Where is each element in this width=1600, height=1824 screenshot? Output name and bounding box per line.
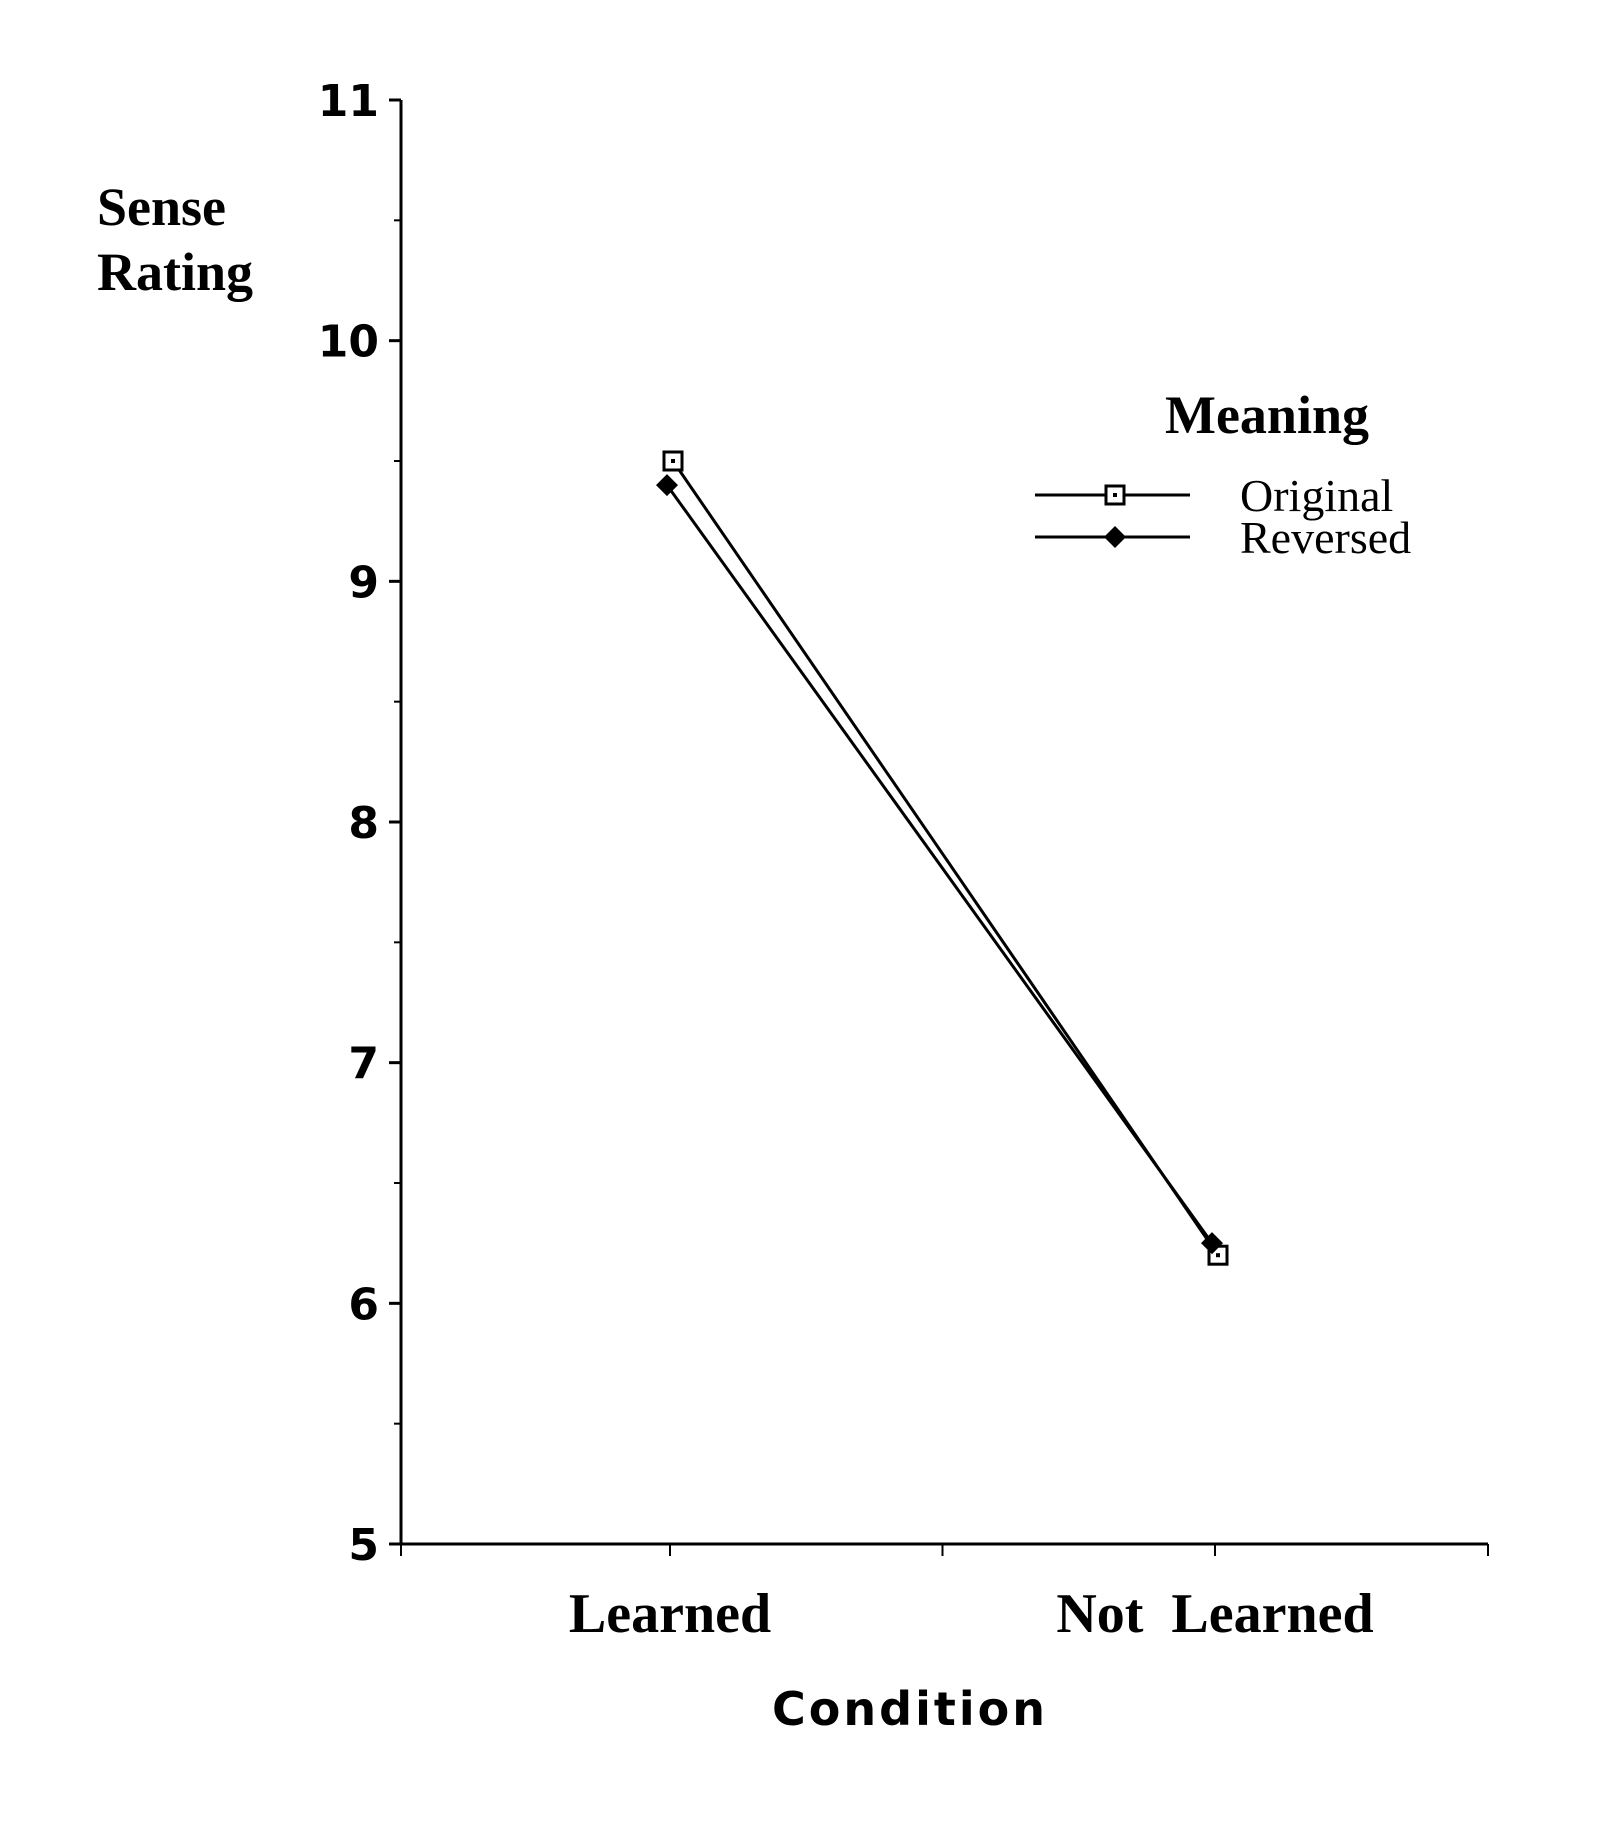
y-tick-label: 9	[348, 557, 379, 608]
x-axis-label: Condition	[772, 1682, 1048, 1736]
y-tick-label: 8	[348, 798, 379, 849]
y-axis-label-line-2: Rating	[97, 242, 253, 302]
series-line-reversed	[665, 484, 1214, 1245]
legend-label-original: Original	[1240, 470, 1393, 521]
legend-title: Meaning	[1165, 385, 1369, 445]
legend-marker-reversed	[1104, 526, 1126, 548]
series-group	[656, 450, 1229, 1266]
legend-label-reversed: Reversed	[1240, 512, 1411, 563]
x-tick-label: Learned	[569, 1583, 771, 1645]
y-tick-label: 6	[348, 1279, 379, 1330]
axes	[399, 100, 1488, 1546]
data-point-original-center	[1216, 1253, 1220, 1258]
x-axis-ticks: Learned Not Learned	[400, 1544, 1489, 1645]
y-axis-label-line-1: Sense	[97, 177, 226, 237]
y-tick-label: 7	[348, 1039, 379, 1090]
y-tick-label: 11	[318, 76, 379, 127]
legend-marker-original-center	[1113, 493, 1117, 497]
y-tick-label: 5	[348, 1520, 379, 1571]
y-tick-label: 10	[318, 317, 379, 368]
y-axis-ticks: 5 6 7 8 9 10 11	[318, 76, 401, 1571]
data-point-reversed	[656, 474, 678, 497]
x-tick-label: Not Learned	[1056, 1583, 1373, 1645]
data-point-reversed	[1201, 1232, 1223, 1255]
data-point-original-center	[671, 459, 675, 463]
